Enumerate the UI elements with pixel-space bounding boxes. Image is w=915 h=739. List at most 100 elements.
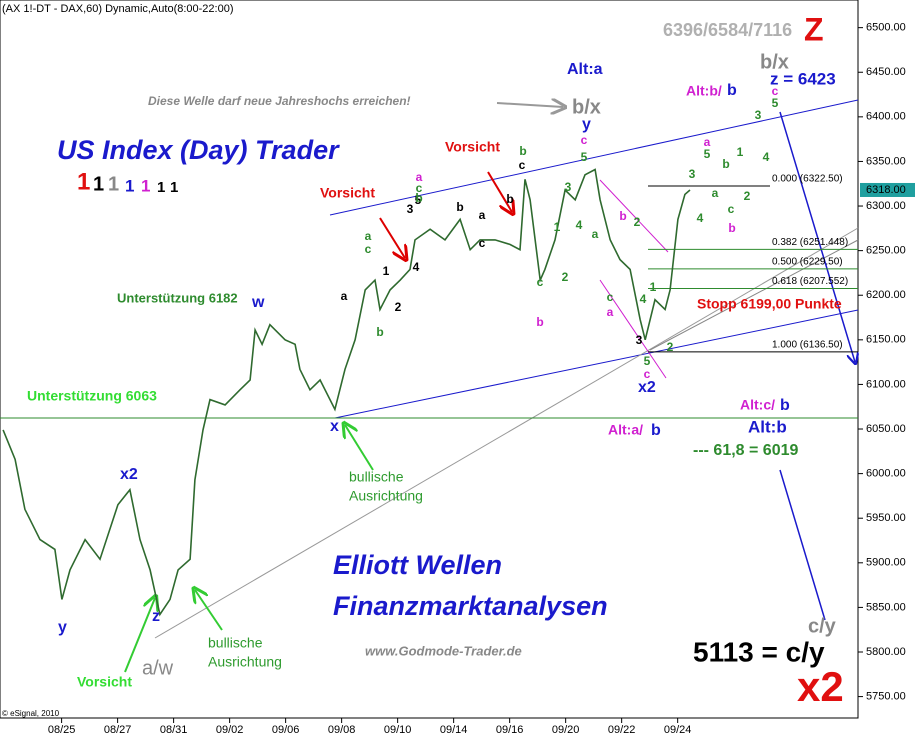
wave-count: 3 bbox=[407, 202, 414, 216]
annotations: (AX 1!-DT - DAX,60) Dynamic,Auto(8:00-22… bbox=[2, 3, 906, 736]
wave-count: c bbox=[644, 367, 651, 381]
y-tick-label: 6500.00 bbox=[866, 22, 906, 34]
projection-line bbox=[779, 469, 826, 621]
wave: x2 bbox=[120, 466, 138, 483]
wave-count: b bbox=[456, 200, 463, 214]
wave-count: b bbox=[506, 192, 513, 206]
x-tick-label: 09/24 bbox=[664, 724, 692, 736]
wave-count: 3 bbox=[755, 108, 762, 122]
fib-target: --- 61,8 = 6019 bbox=[693, 442, 799, 459]
wave: y bbox=[58, 619, 67, 636]
x-tick-label: 09/10 bbox=[384, 724, 412, 736]
y-tick-label: 5900.00 bbox=[866, 557, 906, 569]
plot-area bbox=[0, 0, 859, 719]
wave-count: b bbox=[519, 144, 526, 158]
y-tick-label: 6150.00 bbox=[866, 334, 906, 346]
targets: 6396/6584/7116 bbox=[663, 20, 792, 40]
wave-count: 2 bbox=[395, 300, 402, 314]
wave-count: 2 bbox=[562, 270, 569, 284]
wave: y bbox=[582, 116, 591, 133]
bullish-label: bullische bbox=[208, 635, 263, 651]
y-tick-label: 6100.00 bbox=[866, 378, 906, 390]
y-tick-label: 5750.00 bbox=[866, 691, 906, 703]
brand-digit: 1 bbox=[170, 179, 178, 196]
y-tick-label: 6250.00 bbox=[866, 245, 906, 257]
brand-digit: 1 bbox=[108, 173, 119, 195]
footer-title: Finanzmarktanalysen bbox=[333, 591, 608, 621]
big-x2: x2 bbox=[797, 663, 844, 710]
warn-arrow bbox=[487, 171, 512, 212]
target-cy: 5113 = c/y bbox=[693, 636, 825, 667]
wave-count: c bbox=[479, 236, 486, 250]
wave-count: 5 bbox=[415, 193, 422, 207]
wave-count: 1 bbox=[650, 280, 657, 294]
wave-count: a bbox=[365, 229, 372, 243]
x-tick-label: 08/31 bbox=[160, 724, 188, 736]
y-tick-label: 6200.00 bbox=[866, 289, 906, 301]
wave-alt: b bbox=[651, 422, 661, 439]
wave-count: b bbox=[619, 209, 626, 223]
wave-alt: b bbox=[727, 82, 737, 99]
z-target: z = 6423 bbox=[770, 69, 836, 88]
wave-count: b bbox=[415, 191, 422, 205]
z-mark: Z bbox=[804, 11, 824, 47]
wave-count: 4 bbox=[640, 292, 647, 306]
channel-bottom bbox=[334, 309, 859, 419]
wave-count: 3 bbox=[565, 180, 572, 194]
x-tick-label: 09/02 bbox=[216, 724, 244, 736]
note: Diese Welle darf neue Jahreshochs erreic… bbox=[148, 94, 411, 108]
wave-count: 4 bbox=[576, 218, 583, 232]
brand-digit: 1 bbox=[141, 176, 150, 195]
bull-arrow bbox=[195, 590, 223, 631]
wave-count: 1 bbox=[383, 264, 390, 278]
wave-count: a bbox=[479, 208, 486, 222]
wave-count: 1 bbox=[554, 220, 561, 234]
wave: w bbox=[251, 294, 265, 311]
wave-count: b bbox=[376, 325, 383, 339]
wave-count: c bbox=[728, 202, 735, 216]
copyright: © eSignal, 2010 bbox=[2, 709, 60, 718]
wave-count: 1 bbox=[737, 145, 744, 159]
wave-count: 3 bbox=[689, 167, 696, 181]
wave-count: 4 bbox=[697, 211, 704, 225]
wave-count: 2 bbox=[744, 189, 751, 203]
warn-arrow-green bbox=[124, 598, 155, 673]
wave: z bbox=[152, 608, 160, 625]
brand: US Index (Day) Trader bbox=[57, 135, 340, 165]
wave-count: c bbox=[537, 275, 544, 289]
wave-count: 2 bbox=[634, 215, 641, 229]
x-tick-label: 09/22 bbox=[608, 724, 636, 736]
wave-count: 2 bbox=[667, 340, 674, 354]
brand-digit: 1 bbox=[125, 176, 134, 195]
bullish-label: Ausrichtung bbox=[349, 488, 423, 504]
wave-cy: c/y bbox=[808, 615, 837, 637]
y-tick-label: 6300.00 bbox=[866, 200, 906, 212]
wave-alt: Alt:b/ bbox=[686, 83, 722, 99]
y-tick-label: 6050.00 bbox=[866, 423, 906, 435]
y-tick-label: 6350.00 bbox=[866, 155, 906, 167]
wave-count: a bbox=[607, 305, 614, 319]
wave-count: a bbox=[704, 135, 711, 149]
stop-label: Stopp 6199,00 Punkte bbox=[697, 296, 842, 312]
brand-digit: 1 bbox=[157, 179, 165, 196]
wave: x bbox=[330, 418, 339, 435]
wave-count: c bbox=[519, 158, 526, 172]
bullish-label: Ausrichtung bbox=[208, 654, 282, 670]
wave-count: 4 bbox=[763, 150, 770, 164]
y-tick-label: 5850.00 bbox=[866, 601, 906, 613]
wave-count: 5 bbox=[644, 354, 651, 368]
marks bbox=[2, 27, 915, 723]
wave-bx: b/x bbox=[760, 51, 789, 73]
warning: Vorsicht bbox=[445, 139, 500, 155]
projection-arrow bbox=[779, 111, 855, 362]
y-tick-label: 5950.00 bbox=[866, 512, 906, 524]
wave-count: c bbox=[581, 133, 588, 147]
wave-count: a bbox=[712, 186, 719, 200]
brand-digit: 1 bbox=[77, 168, 90, 195]
support-label: Unterstützung 6063 bbox=[27, 388, 157, 404]
fib-label: 1.000 (6136.50) bbox=[772, 340, 843, 351]
wave-count: a bbox=[341, 289, 348, 303]
wave-count: a bbox=[416, 170, 423, 184]
wave-count: a bbox=[592, 227, 599, 241]
